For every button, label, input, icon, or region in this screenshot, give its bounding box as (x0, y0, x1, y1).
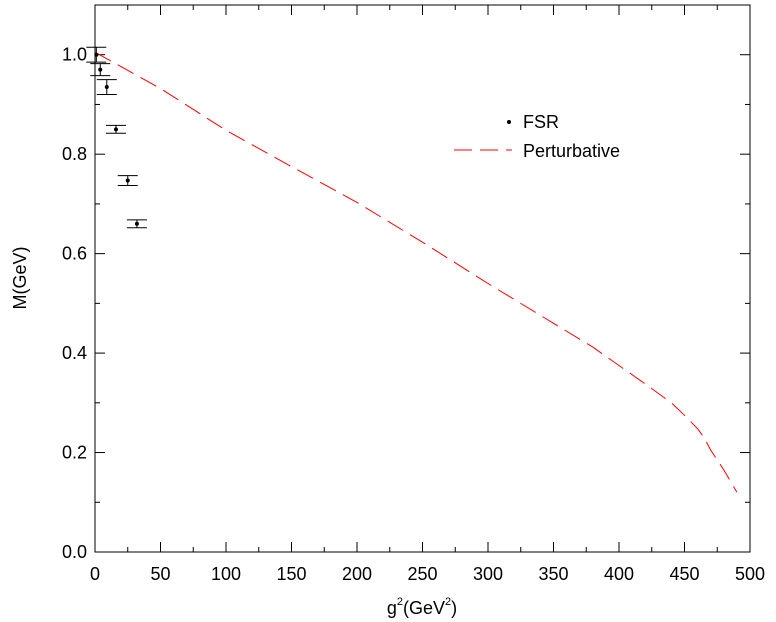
ticks-layer (94, 5, 751, 553)
perturbative-line (94, 51, 738, 493)
fsr-marker (134, 221, 139, 226)
legend-fsr-label: FSR (523, 112, 559, 132)
x-tick-label: 100 (211, 564, 241, 584)
x-axis-title-mid: (GeV (403, 598, 445, 618)
y-tick-label: 0.2 (62, 443, 87, 463)
legend: FSR Perturbative (454, 112, 620, 161)
legend-fsr-marker (507, 120, 511, 124)
x-axis-title-sup2: 2 (445, 596, 451, 608)
x-tick-label: 300 (473, 564, 503, 584)
x-tick-label: 400 (604, 564, 634, 584)
x-axis-title-end: ) (451, 598, 457, 618)
fsr-marker (104, 85, 109, 90)
x-tick-label: 200 (342, 564, 372, 584)
legend-perturbative-label: Perturbative (523, 141, 620, 161)
x-tick-label: 250 (407, 564, 437, 584)
fsr-marker (94, 52, 99, 57)
x-axis-title-base: g (387, 598, 397, 618)
fsr-marker (113, 127, 118, 132)
y-tick-label: 0.8 (62, 144, 87, 164)
x-axis-title: g2(GeV2) (387, 596, 457, 618)
y-tick-label: 0.0 (62, 542, 87, 562)
x-tick-label: 150 (276, 564, 306, 584)
fsr-point (117, 175, 138, 187)
fsr-marker (125, 178, 130, 183)
perturbative-line-layer (94, 51, 738, 493)
fsr-marker (98, 67, 103, 72)
y-tick-label: 1.0 (62, 45, 87, 65)
fsr-point (96, 79, 117, 96)
y-tick-label: 0.6 (62, 244, 87, 264)
fsr-point (105, 124, 126, 134)
plot-frame (94, 4, 751, 553)
fsr-point (126, 219, 147, 229)
y-axis-title: M(GeV) (10, 247, 30, 310)
x-tick-label: 350 (538, 564, 568, 584)
x-tick-label: 450 (669, 564, 699, 584)
fsr-points-layer (86, 46, 147, 229)
x-axis-title-sup: 2 (397, 596, 403, 608)
x-tick-label: 0 (90, 564, 100, 584)
x-tick-label: 50 (150, 564, 170, 584)
tick-labels-layer: 0 50 100 150 200 250 300 350 400 450 500 0.0 0.2 0.4 0… (62, 45, 765, 584)
fsr-point (90, 63, 111, 77)
x-tick-label: 500 (735, 564, 765, 584)
fsr-point (86, 46, 107, 63)
y-tick-label: 0.4 (62, 343, 87, 363)
